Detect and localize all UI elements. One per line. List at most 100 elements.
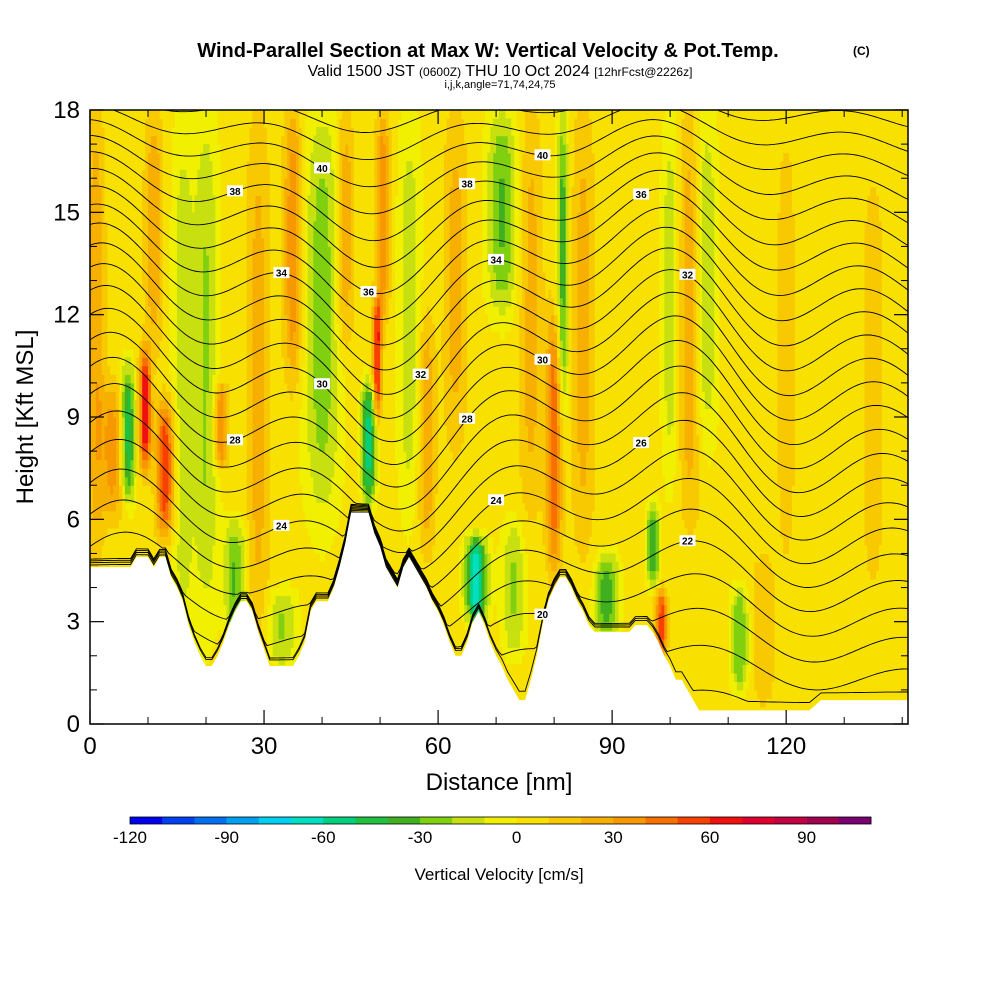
theta-label: 28 bbox=[459, 412, 476, 425]
theta-label: 38 bbox=[459, 178, 476, 191]
valid-time-line: Valid 1500 JST (0600Z) THU 10 Oct 2024 [… bbox=[308, 63, 693, 80]
colorbar-swatch bbox=[484, 817, 517, 824]
theta-contour-29 bbox=[90, 331, 908, 466]
y-tick-label: 3 bbox=[67, 609, 80, 636]
theta-contour-23 bbox=[90, 499, 908, 588]
colorbar-swatch bbox=[516, 817, 550, 824]
x-tick-label: 60 bbox=[425, 733, 452, 760]
theta-contour-26 bbox=[90, 410, 908, 532]
y-tick-label: 12 bbox=[53, 302, 80, 329]
valid-date: THU 10 Oct 2024 bbox=[465, 63, 590, 80]
y-tick-label: 0 bbox=[67, 711, 80, 738]
valid-utc: (0600Z) bbox=[419, 65, 461, 79]
theta-contour-42 bbox=[162, 110, 908, 133]
theta-label: 24 bbox=[273, 519, 290, 532]
colorbar-swatch bbox=[291, 817, 324, 824]
theta-contour-27 bbox=[90, 383, 908, 510]
theta-label: 22 bbox=[679, 535, 696, 548]
colorbar-swatch bbox=[581, 817, 614, 824]
colorbar-tick-label: 90 bbox=[797, 828, 816, 847]
theta-contour-20 bbox=[90, 510, 908, 663]
x-tick-label: 0 bbox=[83, 733, 96, 760]
theta-contour-30 bbox=[90, 307, 908, 443]
theta-contour-36 bbox=[90, 185, 908, 295]
theta-label: 34 bbox=[488, 253, 505, 266]
copyright-mark: (C) bbox=[853, 44, 870, 58]
theta-contour-21 bbox=[90, 508, 908, 637]
colorbar-tick-label: 30 bbox=[604, 828, 623, 847]
colorbar-swatch bbox=[838, 817, 872, 824]
colorbar: -120 -90 -60 -30 0 30 60 90 bbox=[113, 816, 872, 847]
colorbar-tick-label: 0 bbox=[512, 828, 521, 847]
section-indices: i,j,k,angle=71,74,24,75 bbox=[444, 79, 555, 91]
colorbar-swatch bbox=[742, 817, 775, 824]
colorbar-swatch bbox=[452, 817, 485, 824]
theta-label: 36 bbox=[633, 188, 650, 201]
colorbar-swatch bbox=[258, 817, 292, 824]
colorbar-swatch bbox=[130, 817, 163, 824]
theta-label: 36 bbox=[360, 286, 377, 299]
theta-label: 30 bbox=[534, 353, 551, 366]
colorbar-swatch bbox=[323, 817, 356, 824]
y-tick-label: 18 bbox=[53, 97, 80, 124]
theta-contour-33 bbox=[90, 242, 908, 371]
theta-label: 28 bbox=[227, 434, 243, 447]
x-tick-label: 30 bbox=[251, 733, 278, 760]
colorbar-swatch bbox=[226, 817, 260, 824]
theta-contour-41 bbox=[112, 110, 908, 161]
theta-contour-labels: 20 22 24 24 26 28 28 30 30 32 32 34 34 36 36 38 38 40 40 bbox=[227, 149, 696, 621]
theta-contours bbox=[90, 110, 908, 704]
theta-label: 38 bbox=[227, 185, 243, 198]
theta-label: 34 bbox=[273, 267, 290, 280]
theta-contour-32 bbox=[90, 263, 908, 395]
plot-area: 20 22 24 24 26 28 28 30 30 32 32 34 34 36 36 38 38 40 40 bbox=[90, 110, 908, 724]
theta-contour-35 bbox=[90, 203, 908, 320]
theta-label: 26 bbox=[633, 437, 650, 450]
colorbar-swatch bbox=[645, 817, 678, 824]
theta-label: 20 bbox=[534, 608, 551, 621]
theta-label: 30 bbox=[314, 378, 331, 391]
theta-contour-31 bbox=[90, 285, 908, 419]
valid-prefix: Valid 1500 JST bbox=[308, 63, 416, 80]
theta-label: 40 bbox=[534, 149, 551, 162]
theta-contour-25 bbox=[90, 438, 908, 554]
theta-label: 32 bbox=[412, 368, 429, 381]
theta-contour-28 bbox=[90, 356, 908, 488]
theta-contour-37 bbox=[90, 168, 908, 268]
colorbar-swatch bbox=[806, 817, 840, 824]
x-tick-label: 90 bbox=[599, 733, 626, 760]
colorbar-tick-label: -90 bbox=[214, 828, 239, 847]
y-tick-label: 9 bbox=[67, 404, 80, 431]
y-tick-label: 6 bbox=[67, 506, 80, 533]
colorbar-label: Vertical Velocity [cm/s] bbox=[414, 865, 583, 884]
y-tick-label: 15 bbox=[53, 199, 80, 226]
colorbar-tick-label: 60 bbox=[700, 828, 719, 847]
theta-contour-22 bbox=[90, 507, 908, 613]
colorbar-swatch bbox=[613, 817, 646, 824]
theta-contour-40 bbox=[90, 119, 908, 188]
theta-contour-39 bbox=[90, 134, 908, 215]
theta-label: 40 bbox=[314, 162, 331, 175]
colorbar-tick-label: -30 bbox=[408, 828, 433, 847]
colorbar-swatch bbox=[162, 817, 195, 824]
terrain-mask bbox=[90, 512, 908, 724]
theta-contour-19 bbox=[90, 511, 908, 691]
colorbar-swatch bbox=[420, 817, 453, 824]
chart-title: Wind-Parallel Section at Max W: Vertical… bbox=[197, 40, 778, 62]
x-tick-label: 120 bbox=[766, 733, 806, 760]
colorbar-swatch bbox=[194, 817, 227, 824]
theta-contour-38 bbox=[90, 151, 908, 242]
colorbar-swatch bbox=[774, 817, 807, 824]
colorbar-swatch bbox=[355, 817, 388, 824]
colorbar-swatch bbox=[677, 817, 711, 824]
colorbar-swatch bbox=[387, 817, 421, 824]
theta-label: 24 bbox=[488, 494, 505, 507]
colorbar-tick-label: -60 bbox=[311, 828, 336, 847]
forecast-info: [12hrFcst@2226z] bbox=[594, 65, 692, 79]
y-axis-label: Height [Kft MSL] bbox=[12, 330, 39, 505]
x-axis-label: Distance [nm] bbox=[426, 769, 573, 796]
theta-contour-18 bbox=[90, 513, 908, 704]
colorbar-swatch bbox=[709, 817, 743, 824]
